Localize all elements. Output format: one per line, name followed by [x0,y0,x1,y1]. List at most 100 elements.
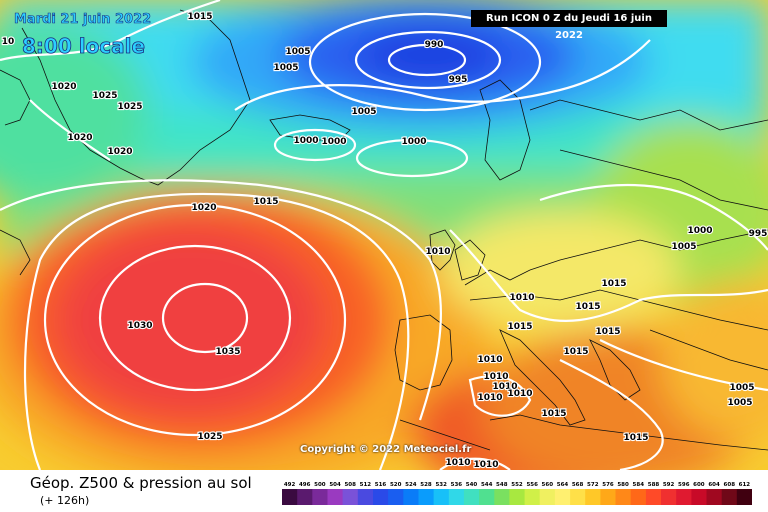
scale-tick-label: 492 [284,482,296,488]
isobar-label: 1010 [483,372,508,382]
scale-swatch [661,489,677,505]
scale-tick-label: 612 [739,482,751,488]
scale-tick-label: 592 [663,482,675,488]
scale-swatch [706,489,723,505]
scale-tick-label: 520 [390,482,402,488]
isobar-label: 1005 [285,47,310,57]
scale-tick-label: 528 [420,482,432,488]
isobar-label: 1020 [191,203,216,213]
scale-tick-label: 512 [360,482,372,488]
scale-swatch [736,489,752,505]
isobar-label: 1005 [729,383,754,393]
isobar-label: 1025 [92,91,117,101]
model-run-label: Run ICON 0 Z du Jeudi 16 juin 2022 [471,10,667,41]
scale-tick-label: 548 [496,482,508,488]
isobar-label: 1025 [197,432,222,442]
isobar-label: 1005 [273,63,298,73]
scale-swatch [509,489,526,505]
scale-tick-label: 560 [542,482,554,488]
isobar-label: 995 [449,75,468,85]
scale-swatch [721,489,738,505]
scale-swatch [494,489,510,505]
isobar-label: 1015 [253,197,278,207]
isobar-label: 1015 [187,12,212,22]
isobar-label: 10 [2,37,15,47]
scale-tick-label: 500 [314,482,326,488]
scale-swatch [312,489,328,505]
scale-swatch [327,489,344,505]
isobar-label: 1005 [727,398,752,408]
isobar-label: 995 [749,229,768,239]
scale-tick-label: 516 [375,482,387,488]
isobar-label: 1015 [623,433,648,443]
isobar-label: 1030 [127,321,152,331]
scale-swatch [554,489,571,505]
isobar-label: 990 [425,40,444,50]
scale-tick-label: 564 [557,482,569,488]
scale-tick-label: 504 [329,482,341,488]
scale-swatch [388,489,404,505]
copyright-label: Copyright © 2022 Meteociel.fr [300,444,472,455]
isobar-label: 1010 [477,393,502,403]
scale-swatch [403,489,419,505]
isobar-label: 1015 [563,347,588,357]
isobar-lines [0,0,768,470]
scale-swatch [645,489,662,505]
isobar-label: 1020 [67,133,92,143]
scale-swatch [433,489,450,505]
scale-tick-label: 588 [648,482,660,488]
isobar-label: 1010 [492,382,517,392]
scale-swatch [524,489,541,505]
scale-swatch [585,489,601,505]
forecast-lead-label: (+ 126h) [40,494,90,507]
isobar-label: 1010 [507,389,532,399]
scale-swatch [630,489,647,505]
scale-tick-label: 552 [511,482,523,488]
color-scale: 492 496 500 504 508 512 516 520 524 528 532 536 540 5… [282,482,752,505]
scale-swatch [357,489,374,505]
scale-swatch [691,489,708,505]
isobar-label: 1005 [671,242,696,252]
variable-label: Géop. Z500 & pression au sol [30,474,252,492]
isobar-label: 1010 [425,247,450,257]
isobar-label: 1010 [473,460,498,470]
scale-tick-label: 524 [405,482,417,488]
isobar-label: 1035 [215,347,240,357]
scale-tick-label: 584 [633,482,645,488]
scale-tick-label: 544 [481,482,493,488]
isobar-label: 1000 [401,137,426,147]
scale-tick-label: 604 [708,482,720,488]
scale-swatch [342,489,359,505]
isobar-label: 1005 [351,107,376,117]
scale-swatch [615,489,632,505]
scale-swatch [600,489,617,505]
isobar-label: 1015 [601,279,626,289]
isobar-label: 1020 [107,147,132,157]
scale-tick-label: 600 [693,482,705,488]
isobar-label: 1015 [507,322,532,332]
scale-tick-label: 532 [435,482,447,488]
isobar-label: 1015 [595,327,620,337]
scale-swatch [539,489,556,505]
scale-swatch [418,489,435,505]
isobar-label: 1000 [321,137,346,147]
scale-tick-label: 496 [299,482,311,488]
scale-tick-label: 568 [572,482,584,488]
scale-swatch [448,489,465,505]
isobar-label: 1010 [445,458,470,468]
scale-swatch [570,489,586,505]
scale-tick-label: 596 [678,482,690,488]
isobar-label: 1010 [509,293,534,303]
scale-swatch [297,489,313,505]
scale-swatch [479,489,495,505]
scale-tick-label: 536 [451,482,463,488]
scale-swatch [676,489,692,505]
isobar-label: 1025 [117,102,142,112]
scale-swatch [463,489,480,505]
scale-tick-label: 508 [344,482,356,488]
scale-tick-label: 572 [587,482,599,488]
